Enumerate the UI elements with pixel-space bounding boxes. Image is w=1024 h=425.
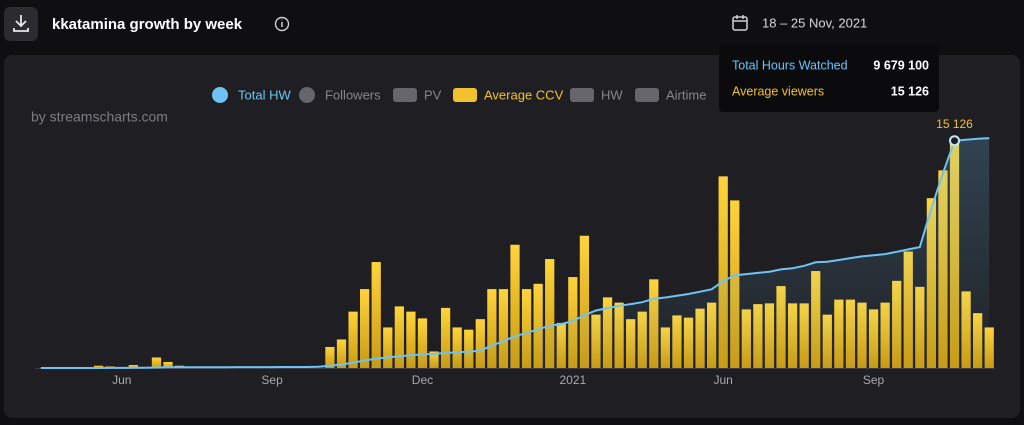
legend-label: Airtime	[666, 87, 706, 102]
line	[40, 137, 990, 369]
x-tick-label: Sep	[261, 373, 283, 387]
bar	[521, 289, 532, 368]
bar	[417, 318, 428, 368]
bar	[498, 289, 509, 368]
line-area	[40, 138, 990, 368]
legend-label: Followers	[325, 87, 381, 102]
bar	[440, 307, 451, 368]
x-tick-label: Dec	[412, 373, 433, 387]
bar	[325, 346, 335, 368]
bar	[371, 262, 381, 368]
plot: Jun Sep Dec 2021 Jun Sep 15 126	[35, 117, 995, 387]
legend-swatch	[299, 87, 315, 103]
legend-item[interactable]: PV	[393, 87, 442, 102]
bar	[533, 283, 543, 368]
data-label: 15 126	[936, 117, 973, 131]
legend-label: HW	[601, 87, 623, 102]
bar	[93, 365, 104, 368]
bar	[360, 289, 370, 368]
legend-swatch	[393, 88, 417, 102]
legend-swatch	[453, 88, 477, 102]
download-button[interactable]	[4, 7, 38, 41]
x-tick-label: 2021	[559, 373, 586, 387]
bar	[718, 176, 728, 368]
legend-swatch	[212, 87, 228, 103]
tooltip: Total Hours Watched 9 679 100 Average view…	[719, 44, 939, 112]
highlight-marker	[949, 135, 961, 147]
legend-label: PV	[424, 87, 442, 102]
tooltip-value: 15 126	[891, 84, 929, 98]
bar	[406, 311, 416, 368]
bar	[579, 235, 590, 368]
legend-swatch	[635, 88, 659, 102]
legend-item[interactable]: HW	[570, 87, 623, 102]
legend-item[interactable]: Average CCV	[453, 87, 564, 102]
bar	[510, 244, 520, 368]
date-range[interactable]: 18 – 25 Nov, 2021	[762, 15, 867, 30]
legend: Total HW Followers PV Average CCV HW Airtime	[212, 87, 706, 103]
bar	[383, 327, 393, 368]
bar	[336, 339, 347, 368]
tooltip-label: Total Hours Watched	[732, 58, 848, 72]
bar	[348, 311, 358, 368]
page-title: kkatamina growth by week	[52, 16, 243, 33]
bar	[984, 327, 994, 368]
tooltip-value: 9 679 100	[873, 58, 929, 72]
x-tick-label: Jun	[112, 373, 131, 387]
bar	[545, 259, 555, 368]
legend-label: Total HW	[238, 87, 291, 102]
bar	[452, 327, 462, 368]
bar	[475, 319, 485, 368]
legend-swatch	[570, 88, 594, 102]
tooltip-label: Average viewers	[732, 84, 824, 98]
bar	[128, 364, 138, 368]
calendar-icon[interactable]	[732, 15, 748, 31]
legend-item[interactable]: Total HW	[212, 87, 291, 103]
legend-item[interactable]: Followers	[299, 87, 381, 103]
info-icon[interactable]	[274, 16, 290, 32]
x-tick-label: Sep	[863, 373, 885, 387]
bar	[163, 361, 173, 368]
bar	[151, 357, 162, 368]
bar	[487, 289, 497, 368]
watermark: by streamscharts.com	[31, 109, 168, 125]
legend-label: Average CCV	[484, 87, 564, 102]
x-tick-label: Jun	[714, 373, 733, 387]
bar	[394, 306, 404, 368]
bar	[464, 329, 474, 368]
legend-item[interactable]: Airtime	[635, 87, 706, 102]
